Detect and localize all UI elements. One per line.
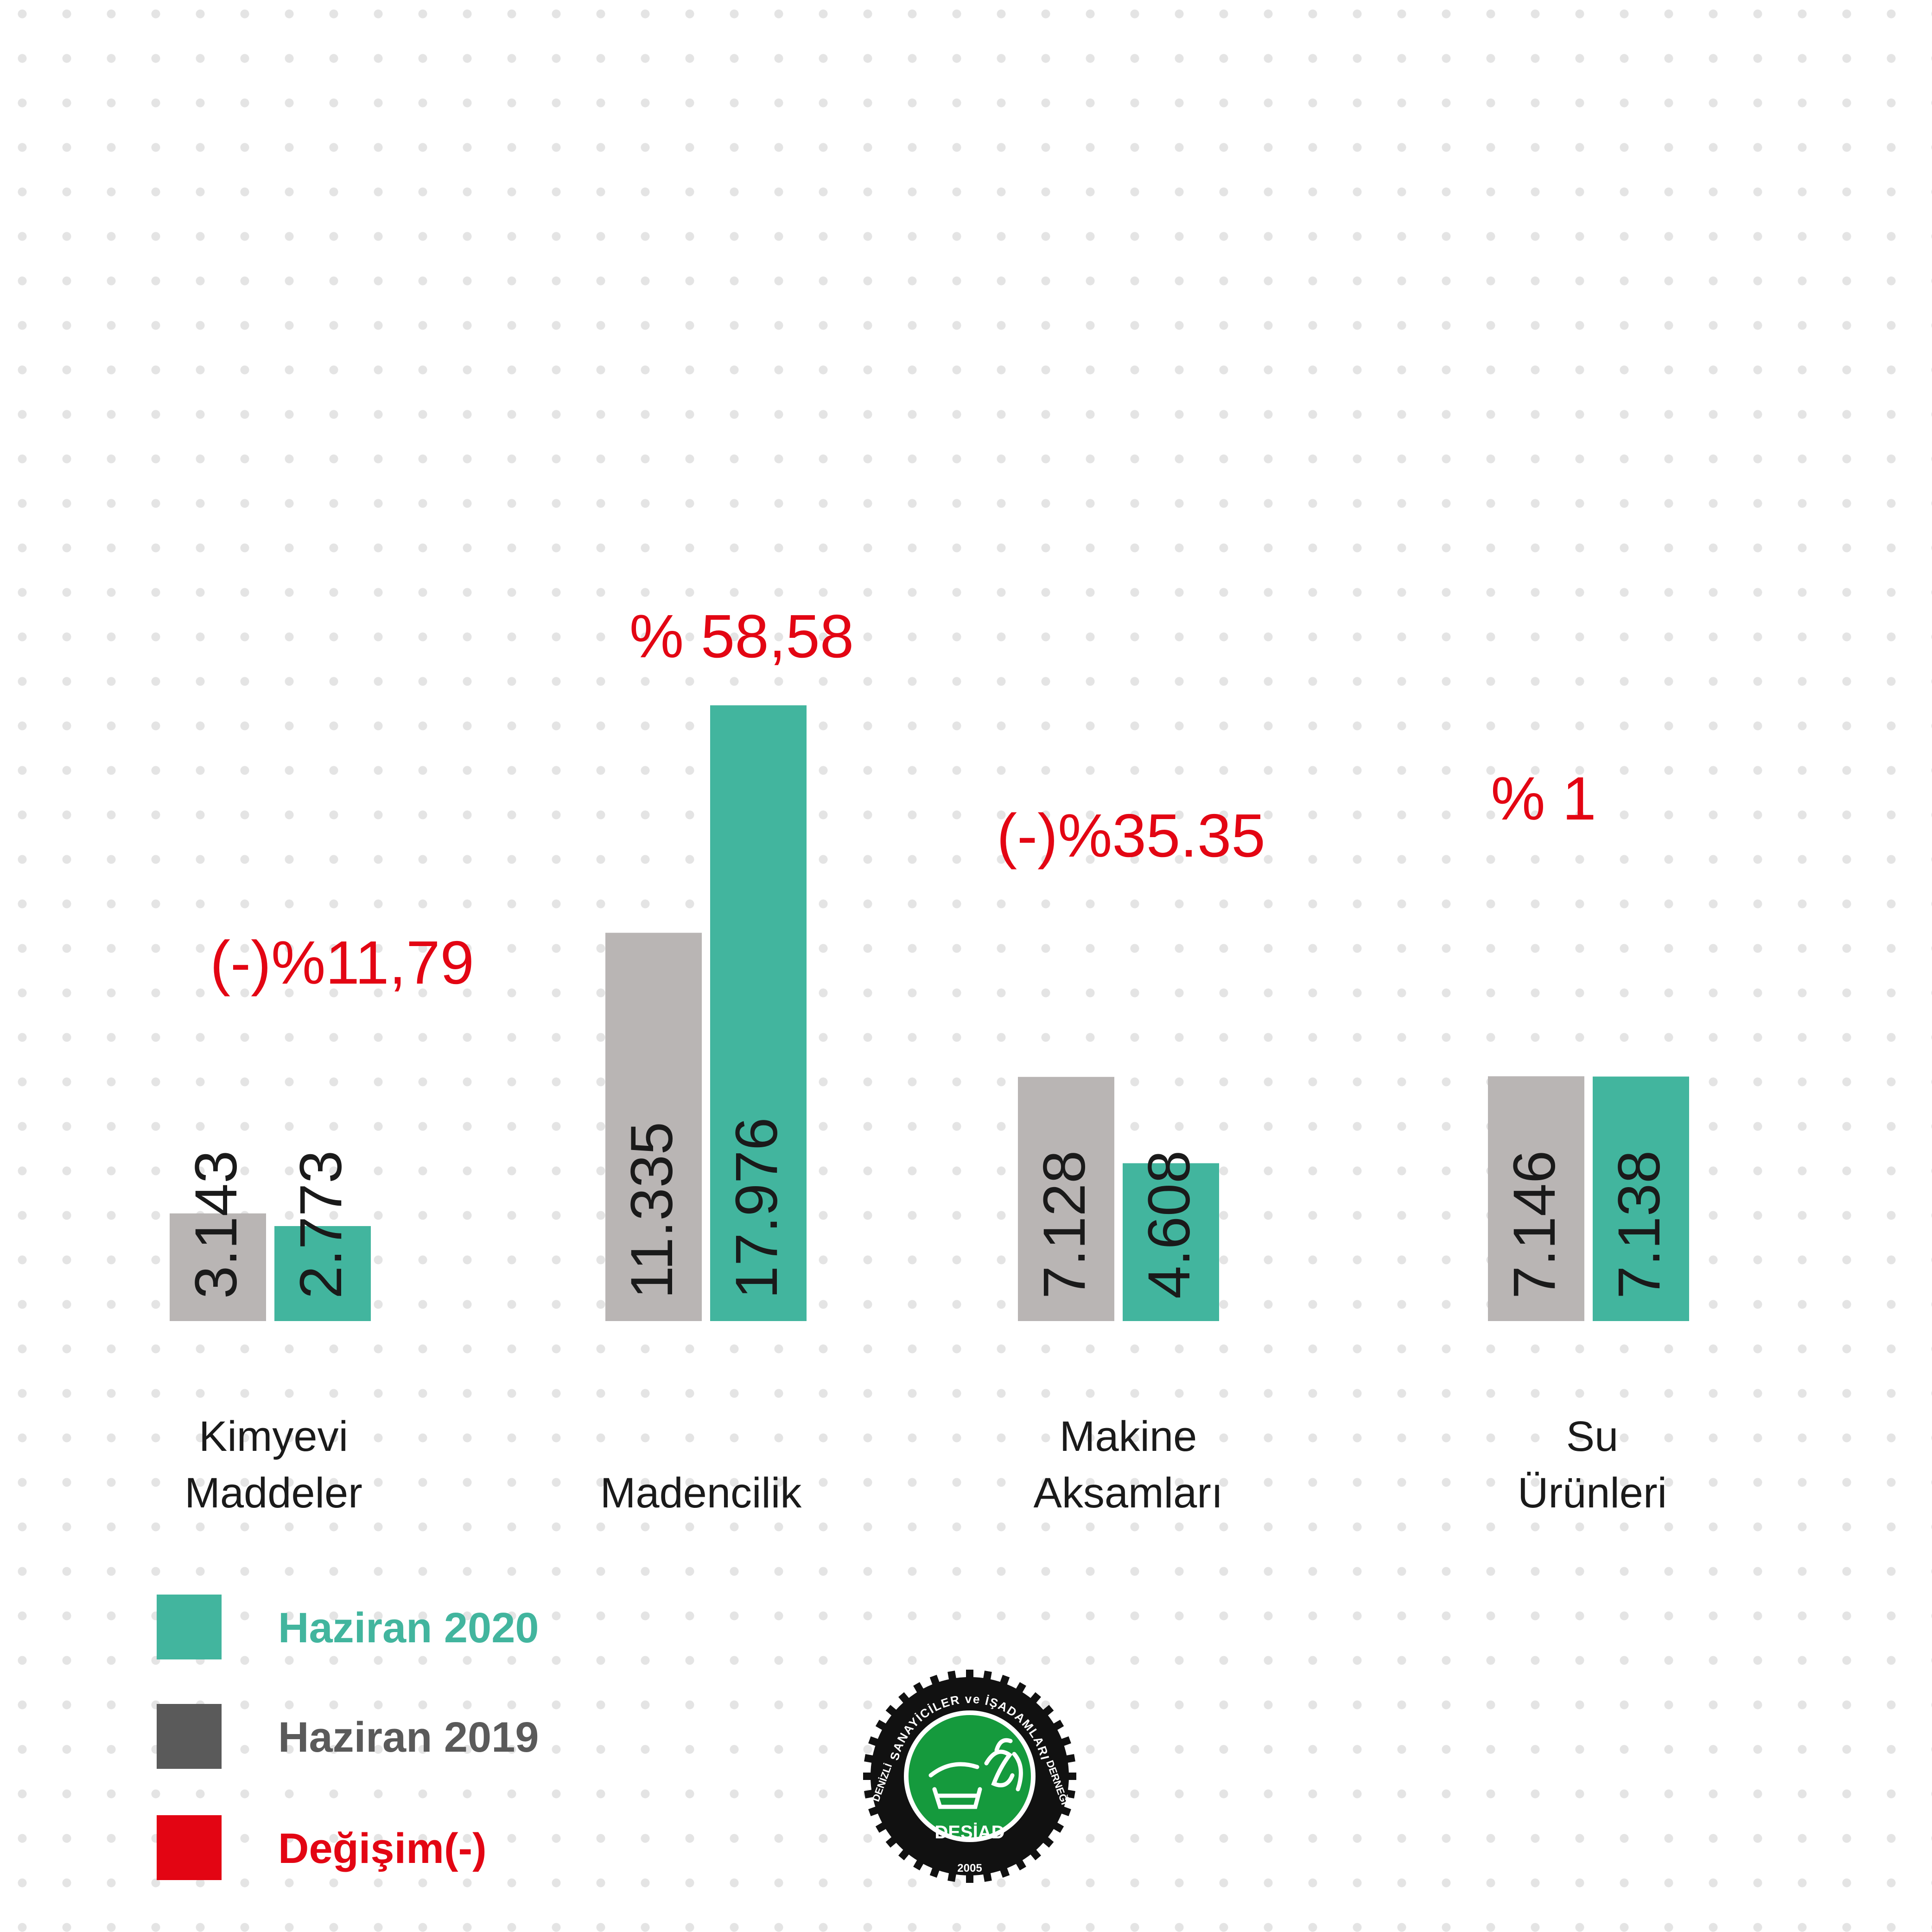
bar-2019 <box>605 933 702 1321</box>
category-label: Ürünleri <box>1518 1469 1667 1517</box>
category-label: Kimyevi <box>199 1413 348 1460</box>
legend-label: Değişim(-) <box>278 1825 487 1872</box>
bar-value-label: 7.138 <box>1606 1150 1672 1299</box>
bar-value-label: 17.976 <box>724 1118 790 1299</box>
legend-swatch <box>157 1595 222 1659</box>
change-label: (-)%35.35 <box>997 801 1265 870</box>
logo-emblem-icon <box>928 1738 1023 1809</box>
legend-swatch <box>157 1815 222 1880</box>
bar-2019 <box>1018 1077 1114 1321</box>
bar-value-label: 7.146 <box>1501 1150 1568 1299</box>
legend-item-degisim: Değişim(-) <box>157 1815 667 1880</box>
legend: Haziran 2020 Haziran 2019 Değişim(-) <box>157 1595 667 1900</box>
desiad-logo: SANAYİCİLER ve İŞADAMLARI DENİZLİ DERNEĞ… <box>863 1670 1076 1883</box>
category-label: Maddeler <box>184 1469 362 1517</box>
bar-2020 <box>710 705 807 1321</box>
bar-value-label: 7.128 <box>1031 1150 1098 1299</box>
legend-swatch <box>157 1704 222 1769</box>
legend-item-haziran-2020: Haziran 2020 <box>157 1595 667 1659</box>
legend-label: Haziran 2020 <box>278 1604 539 1652</box>
bar-2019 <box>1488 1076 1584 1321</box>
legend-item-haziran-2019: Haziran 2019 <box>157 1704 667 1769</box>
bar-2019 <box>170 1213 266 1321</box>
bar-chart: 3.143 2.773 (-)%11,79 Kimyevi Maddeler 11.335… <box>170 602 1689 1517</box>
bar-2020 <box>1123 1163 1219 1321</box>
change-label: % 1 <box>1491 764 1596 833</box>
change-label: (-)%11,79 <box>210 928 474 997</box>
logo-name: DESİAD <box>934 1822 1004 1843</box>
legend-label: Haziran 2019 <box>278 1714 539 1761</box>
category-label: Aksamları <box>1034 1469 1223 1517</box>
category-label: Makine <box>1060 1413 1197 1460</box>
bar-value-label: 2.773 <box>288 1150 354 1299</box>
bar-2020 <box>1593 1076 1689 1321</box>
category-label: Su <box>1566 1413 1619 1460</box>
logo-year: 2005 <box>957 1862 982 1875</box>
bar-value-label: 4.608 <box>1136 1150 1202 1299</box>
bar-value-label: 3.143 <box>183 1150 249 1299</box>
change-label: % 58,58 <box>629 602 854 670</box>
bar-value-label: 11.335 <box>619 1122 685 1299</box>
bar-2020 <box>274 1226 371 1321</box>
category-label: Madencilik <box>600 1469 802 1517</box>
